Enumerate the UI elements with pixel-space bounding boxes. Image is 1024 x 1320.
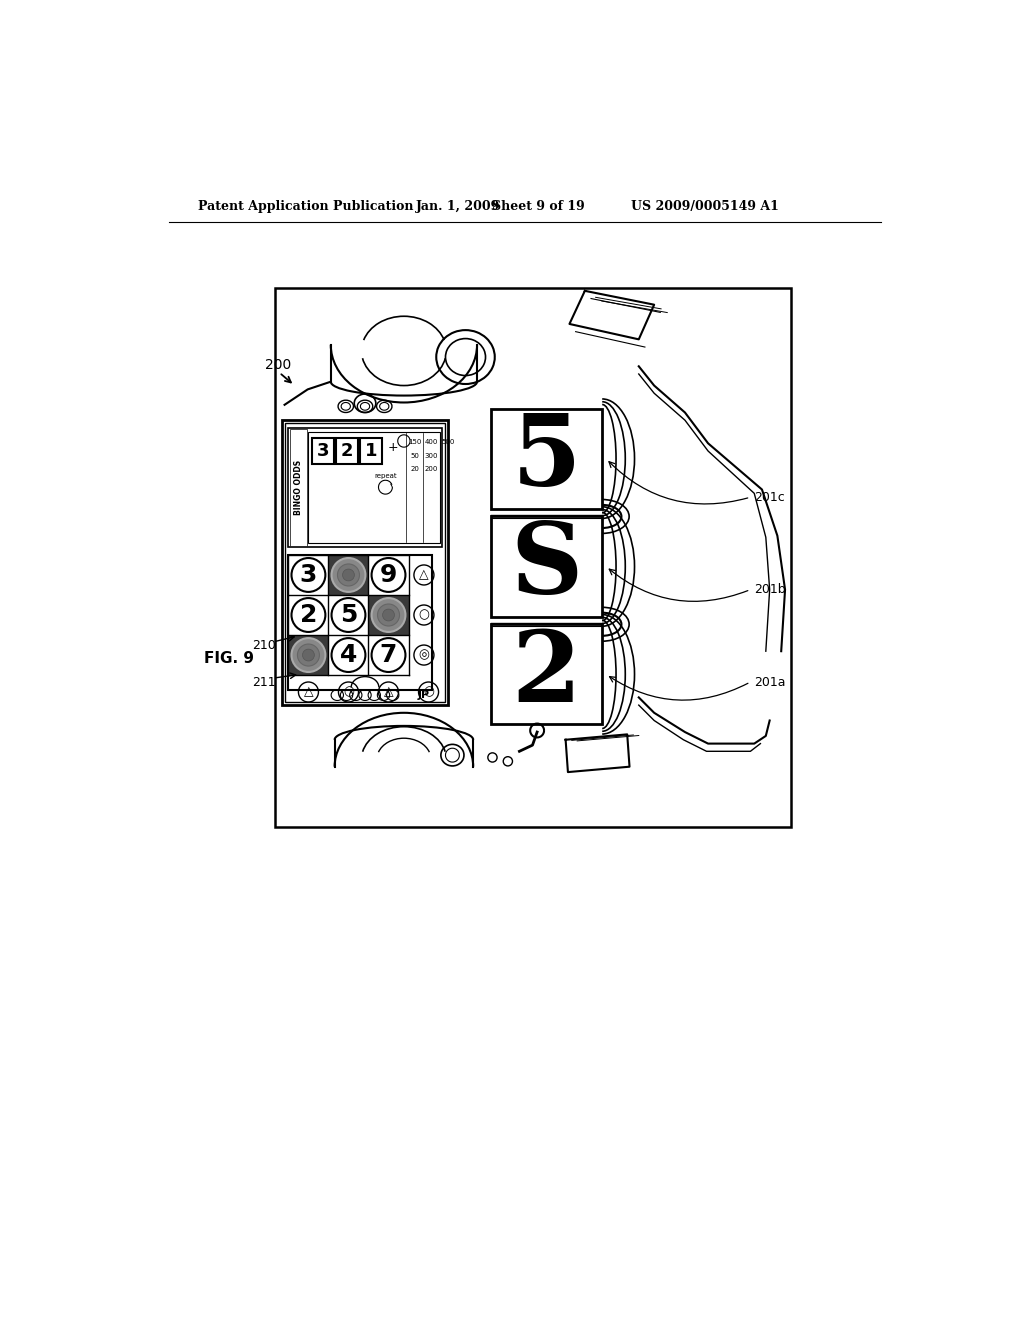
Text: ○: ○ bbox=[419, 609, 429, 622]
Text: 2: 2 bbox=[512, 626, 582, 723]
Circle shape bbox=[378, 605, 399, 626]
Text: 9: 9 bbox=[380, 562, 397, 587]
Circle shape bbox=[343, 569, 354, 581]
Text: 50: 50 bbox=[411, 453, 419, 458]
Bar bbox=[312, 438, 334, 465]
Circle shape bbox=[383, 609, 394, 620]
Text: 210: 210 bbox=[252, 639, 276, 652]
Text: 5: 5 bbox=[512, 411, 582, 507]
Circle shape bbox=[292, 598, 326, 632]
Circle shape bbox=[372, 638, 406, 672]
Circle shape bbox=[292, 638, 326, 672]
Bar bbox=[490, 516, 602, 616]
Bar bbox=[360, 438, 382, 465]
Circle shape bbox=[372, 558, 406, 591]
Text: 1: 1 bbox=[365, 442, 377, 459]
Text: Patent Application Publication: Patent Application Publication bbox=[199, 199, 414, 213]
Text: △: △ bbox=[384, 685, 393, 698]
Bar bbox=[329, 635, 369, 675]
Text: 300: 300 bbox=[425, 453, 438, 458]
Bar bbox=[275, 288, 792, 826]
Text: JP: JP bbox=[418, 690, 430, 700]
Text: S: S bbox=[510, 517, 583, 615]
Circle shape bbox=[338, 564, 359, 586]
Text: FIG. 9: FIG. 9 bbox=[204, 651, 254, 667]
Text: repeat: repeat bbox=[374, 474, 396, 479]
Text: Sheet 9 of 19: Sheet 9 of 19 bbox=[493, 199, 585, 213]
Text: 201b: 201b bbox=[755, 583, 785, 597]
Text: 211: 211 bbox=[252, 676, 275, 689]
Text: 7: 7 bbox=[380, 643, 397, 667]
Bar bbox=[289, 554, 329, 595]
Bar bbox=[289, 554, 432, 690]
Text: ○: ○ bbox=[343, 685, 354, 698]
Bar bbox=[329, 595, 369, 635]
Bar bbox=[490, 409, 602, 508]
Circle shape bbox=[332, 558, 366, 591]
Bar bbox=[490, 624, 602, 725]
Text: US 2009/0005149 A1: US 2009/0005149 A1 bbox=[631, 199, 779, 213]
Text: 2: 2 bbox=[341, 442, 353, 459]
Bar bbox=[336, 438, 357, 465]
Circle shape bbox=[332, 638, 366, 672]
Bar bbox=[290, 429, 307, 545]
Text: 200: 200 bbox=[264, 358, 291, 372]
Circle shape bbox=[292, 558, 326, 591]
Text: 4: 4 bbox=[340, 643, 357, 667]
Text: 200: 200 bbox=[425, 466, 438, 473]
Bar bbox=[369, 635, 409, 675]
Bar bbox=[329, 554, 369, 595]
Text: 400: 400 bbox=[425, 438, 438, 445]
Bar bbox=[369, 554, 409, 595]
Text: △: △ bbox=[304, 685, 313, 698]
Text: Jan. 1, 2009: Jan. 1, 2009 bbox=[416, 199, 500, 213]
Text: 150: 150 bbox=[408, 438, 422, 445]
Text: 201c: 201c bbox=[755, 491, 785, 504]
Text: ◎: ◎ bbox=[419, 648, 429, 661]
Bar bbox=[289, 428, 441, 548]
Text: ○: ○ bbox=[423, 685, 434, 698]
Bar bbox=[289, 635, 329, 675]
Circle shape bbox=[372, 598, 406, 632]
Bar bbox=[308, 432, 440, 544]
Text: △: △ bbox=[419, 569, 429, 582]
Text: 5: 5 bbox=[340, 603, 357, 627]
Text: 3: 3 bbox=[316, 442, 330, 459]
Circle shape bbox=[302, 649, 314, 661]
Circle shape bbox=[332, 598, 366, 632]
Bar bbox=[289, 595, 329, 635]
Bar bbox=[283, 420, 447, 705]
Text: +: + bbox=[388, 441, 398, 454]
Text: 2: 2 bbox=[300, 603, 317, 627]
Bar bbox=[369, 595, 409, 635]
Text: 201a: 201a bbox=[755, 676, 785, 689]
Text: 20: 20 bbox=[411, 466, 419, 473]
Text: 3: 3 bbox=[300, 562, 317, 587]
Text: BINGO ODDS: BINGO ODDS bbox=[294, 459, 303, 515]
Circle shape bbox=[297, 644, 319, 667]
Bar bbox=[286, 424, 444, 702]
Text: 500: 500 bbox=[442, 438, 456, 445]
